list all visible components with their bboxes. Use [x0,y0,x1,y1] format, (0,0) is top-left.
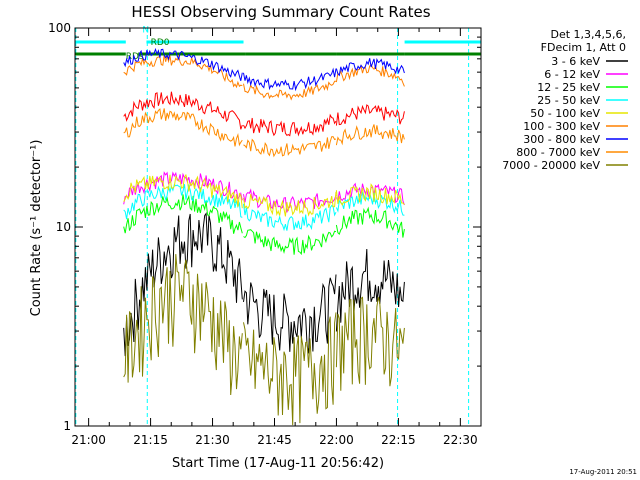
flag-label: RD0 [151,38,170,48]
series-line-7 [335,57,405,77]
legend-entry-label: 25 - 50 keV [537,94,600,107]
x-tick-label: 21:15 [133,433,168,447]
x-tick-label: 22:00 [319,433,354,447]
series-line-6 [243,80,336,101]
legend-entry-label: 800 - 7000 keV [516,146,600,159]
y-tick-label: 1 [63,419,71,433]
series-line-extra [335,104,405,126]
x-tick-label: 22:30 [443,433,478,447]
x-tick-label: 22:15 [381,433,416,447]
legend: Det 1,3,4,5,6, FDecim 1, Att 0 3 - 6 keV… [502,28,628,172]
x-tick-label: 21:30 [195,433,230,447]
legend-entry-label: 300 - 800 keV [523,133,600,146]
legend-entry-label: 100 - 300 keV [523,120,600,133]
series-line-2 [243,188,337,213]
series-line-4 [123,183,243,220]
timestamp: 17-Aug-2011 20:51 [569,468,637,476]
y-tick-label: 100 [48,21,71,35]
y-tick-label: 10 [56,220,71,234]
flag-label: RDs [126,52,144,62]
legend-entry-label: 7000 - 20000 keV [502,159,600,172]
series-line-3 [243,229,337,256]
legend-entry-label: 3 - 6 keV [551,55,600,68]
series-line-7 [123,47,243,81]
legend-entry-label: 12 - 25 keV [537,81,600,94]
series-line-9 [123,254,243,396]
axes: 21:00 21:15 21:30 21:45 22:00 22:15 22:30 1 10 10… [48,21,482,447]
series-line-7 [243,67,337,92]
series-line-extra [243,113,337,137]
series-line-1 [123,212,243,357]
series-line-8 [243,136,337,158]
series-line-2 [123,171,243,205]
legend-entry-label: 6 - 12 keV [544,68,600,81]
series-line-5 [243,191,337,217]
series-line-5 [123,173,243,209]
x-tick-label: 21:45 [257,433,292,447]
legend-header-line-1: Det 1,3,4,5,6, [550,28,626,41]
series-line-8 [123,108,243,147]
series-line-6 [123,54,243,89]
series-line-4 [243,203,337,232]
legend-entry-label: 50 - 100 keV [530,107,600,120]
series-line-9 [243,312,337,426]
legend-header-line-2: FDecim 1, Att 0 [541,41,626,54]
flag-label: N [142,25,149,35]
chart-title: HESSI Observing Summary Count Rates [131,3,430,21]
series-line-3 [335,206,405,238]
y-axis-label: Count Rate (s⁻¹ detector⁻¹) [29,140,44,317]
x-axis-label: Start Time (17-Aug-11 20:56:42) [172,456,384,471]
series-line-1 [335,248,405,332]
x-tick-label: 21:00 [71,433,106,447]
series-line-5 [335,183,405,206]
series-line-1 [243,274,337,354]
series-line-8 [335,124,405,146]
series-line-9 [335,296,405,391]
series-line-3 [123,194,243,234]
series-line-extra [123,91,243,130]
